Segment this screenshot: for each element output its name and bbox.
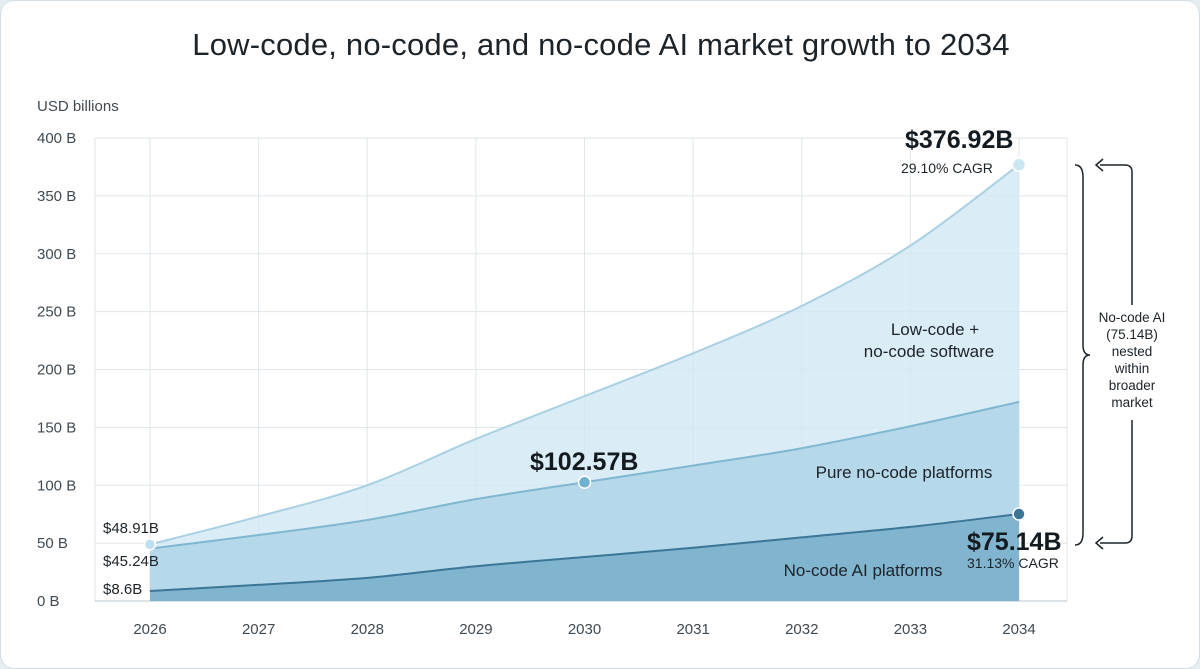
x-tick-label: 2026 (133, 621, 166, 638)
y-tick-label: 50 B (37, 535, 68, 552)
no-code-ai-series-line (149, 513, 1020, 593)
bracket-note-line: (75.14B) (1106, 327, 1158, 342)
x-tick-label: 2027 (242, 621, 275, 638)
x-tick-label: 2031 (676, 621, 709, 638)
low-code-no-code-series-line (149, 163, 1020, 546)
region-label-outer-line2: no-code software (864, 342, 994, 361)
end-point-no-code-ai (1012, 507, 1026, 521)
region-label-inner: No-code AI platforms (784, 561, 943, 580)
x-tick-label: 2029 (459, 621, 492, 638)
y-tick-label: 150 B (37, 419, 76, 436)
y-tick-label: 0 B (37, 593, 60, 610)
arrow-bottom-head (1094, 536, 1104, 550)
region-label-mid: Pure no-code platforms (816, 463, 993, 482)
x-tick-label: 2030 (568, 621, 601, 638)
y-tick-label: 100 B (37, 477, 76, 494)
bracket-note-line: nested (1112, 344, 1153, 359)
bracket-note-line: No-code AI (1099, 310, 1166, 325)
label-inner-end-cagr: 31.13% CAGR (967, 555, 1059, 571)
label-outer-start: $48.91B (103, 520, 159, 537)
x-tick-label: 2028 (351, 621, 384, 638)
x-tick-label: 2033 (894, 621, 927, 638)
arrow-top-line (1100, 164, 1133, 305)
arrow-top-head (1094, 158, 1104, 172)
arrow-bottom-line (1100, 420, 1133, 544)
region-label-outer-line1: Low-code + (891, 320, 979, 339)
y-tick-label: 300 B (37, 246, 76, 263)
bracket-note-line: market (1111, 395, 1153, 410)
label-mid-start: $45.24B (103, 553, 159, 570)
y-tick-label: 250 B (37, 304, 76, 321)
x-tick-label: 2032 (785, 621, 818, 638)
bracket (1074, 164, 1091, 546)
label-inner-start: $8.6B (103, 581, 142, 598)
bracket-note-line: broader (1109, 378, 1156, 393)
y-tick-label: 350 B (37, 188, 76, 205)
label-inner-end: $75.14B (967, 528, 1062, 556)
label-outer-end-cagr: 29.10% CAGR (901, 160, 993, 176)
y-axis-title: USD billions (37, 98, 119, 115)
chart-title: Low-code, no-code, and no-code AI market… (192, 27, 1010, 62)
bracket-note-line: within (1114, 361, 1150, 376)
x-tick-label: 2034 (1002, 621, 1035, 638)
y-tick-label: 400 B (37, 130, 76, 147)
label-outer-end: $376.92B (905, 126, 1013, 154)
label-mid-2030: $102.57B (530, 448, 638, 476)
end-point-low-code (1011, 157, 1027, 172)
point-pure-no-code-2030 (577, 475, 592, 490)
y-tick-label: 200 B (37, 362, 76, 379)
start-point-low-code (143, 538, 157, 551)
